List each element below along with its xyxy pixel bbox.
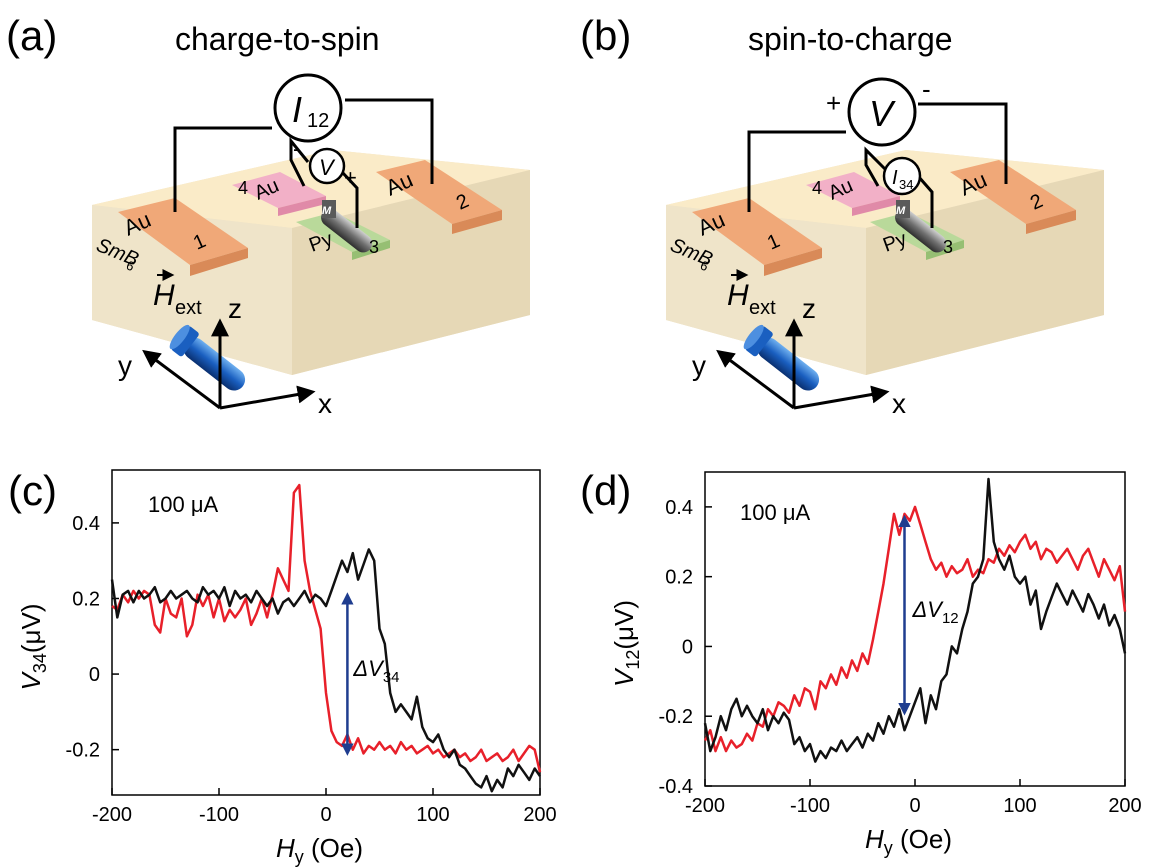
x-tick-label: 100 [416,804,449,826]
panel-b-field-arrow [743,324,820,391]
panel-a-m-label: M [322,205,332,217]
y-axis-label: V34(μV) [16,603,50,690]
panel-a-au-pad-2 [376,160,502,234]
panel-b-axis-x: x [892,388,906,419]
panel-b-axis-z: z [802,293,816,324]
panel-b-small-sub: 34 [899,177,913,192]
current-annotation: 100 μA [740,500,810,525]
panel-b-main-meter: V + - [826,74,931,147]
x-tick-label: 100 [1003,795,1036,817]
y-axis-label: V12(μV) [609,600,643,687]
x-tick-label: 0 [320,804,331,826]
delta-label: ΔV34 [352,656,399,686]
y-tick-label: -0.2 [659,706,693,728]
panel-a-axis-z: z [228,293,242,324]
panel-b-coordinate-axes [716,318,890,410]
svg-text:H: H [727,279,749,312]
chart-d: -200 -100 0 100 200 -0.4 -0.2 0 0.2 0.4 Hy (Oe) V12… [609,471,1142,858]
panel-a-wires [173,98,434,228]
panel-b-main-plus: + [826,88,841,118]
panel-d-letter: (d) [580,467,631,514]
panel-b-axis-y: y [692,350,706,381]
y-tick-label: 0.4 [665,497,693,519]
panel-a-title: charge-to-spin [175,21,380,57]
series-red [703,505,1127,753]
panel-a-main-sub: 12 [307,110,329,132]
y-tick-label: -0.2 [66,740,100,762]
panel-b-small-meter: I 34 [882,156,922,196]
panel-a-main-meter: I 12 [273,73,343,143]
y-tick-label: 0 [89,664,100,686]
svg-text:H: H [153,279,175,312]
delta-label: ΔV12 [912,597,959,627]
svg-text:ext: ext [175,297,202,319]
panel-a-au-pad-4 [232,172,326,216]
panel-b-contact-3: 3 [943,237,953,257]
panel-a-letter: (a) [6,12,57,59]
panel-a: (a) charge-to-spin [6,12,530,419]
panel-b-m-arrow: M [895,200,947,253]
y-tick-label: 0.2 [665,567,693,589]
panel-b-main-minus: - [922,74,931,104]
panel-a-contact-4: 4 [238,178,248,198]
panel-b-au-pad-1 [692,198,822,276]
x-tick-label: -100 [790,795,830,817]
series-red [111,483,542,773]
x-axis-label: Hy (Oe) [865,824,952,858]
panel-b: (b) spin-to-charge M [580,12,1104,419]
svg-text:ext: ext [749,297,776,319]
panel-a-small-symbol: V [319,155,336,180]
panel-b-main-symbol: V [869,93,896,134]
plot-frame [111,469,541,796]
chart-c: -200 -100 0 100 200 -0.2 0 0.2 0.4 Hy (Oe) V34(μV)… [16,469,557,867]
panel-a-small-plus: + [344,165,357,190]
panel-a-coordinate-axes [142,318,316,410]
panel-b-contact-4: 4 [812,178,822,198]
panel-a-au-pad-1 [118,198,248,276]
panel-a-m-arrow: M [321,200,373,253]
panel-b-au-pad-2 [950,160,1076,234]
panel-b-letter: (b) [580,12,631,59]
panel-a-contact-3: 3 [369,237,379,257]
y-tick-label: 0 [682,636,693,658]
series-black [703,477,1127,763]
x-tick-label: -200 [92,804,132,826]
panel-a-small-meter: V + - [293,136,357,190]
y-tick-label: 0.2 [72,588,100,610]
panel-b-m-label: M [896,205,906,217]
panel-a-field-arrow [169,324,246,391]
panel-b-au-pad-4 [806,172,900,216]
panel-c-letter: (c) [8,467,57,514]
current-annotation: 100 μA [148,492,218,517]
panel-a-small-minus: - [293,136,300,161]
y-tick-label: -0.4 [659,776,693,798]
x-axis-label: Hy (Oe) [276,833,363,867]
panel-b-wires [747,102,1008,228]
panel-a-axis-x: x [318,388,332,419]
panel-a-field-label: H ext [153,269,202,319]
x-tick-label: -200 [685,795,725,817]
panel-b-small-symbol: I [892,167,898,189]
panel-b-title: spin-to-charge [748,21,953,57]
series-black [110,548,542,793]
panel-a-main-symbol: I [292,89,302,130]
panel-b-field-label: H ext [727,269,776,319]
panel-a-axis-y: y [118,350,132,381]
x-tick-label: 200 [1108,795,1141,817]
y-tick-label: 0.4 [72,513,100,535]
x-tick-label: 0 [909,795,920,817]
panel-a-substrate [92,150,530,375]
x-tick-label: -100 [199,804,239,826]
x-tick-label: 200 [523,804,556,826]
